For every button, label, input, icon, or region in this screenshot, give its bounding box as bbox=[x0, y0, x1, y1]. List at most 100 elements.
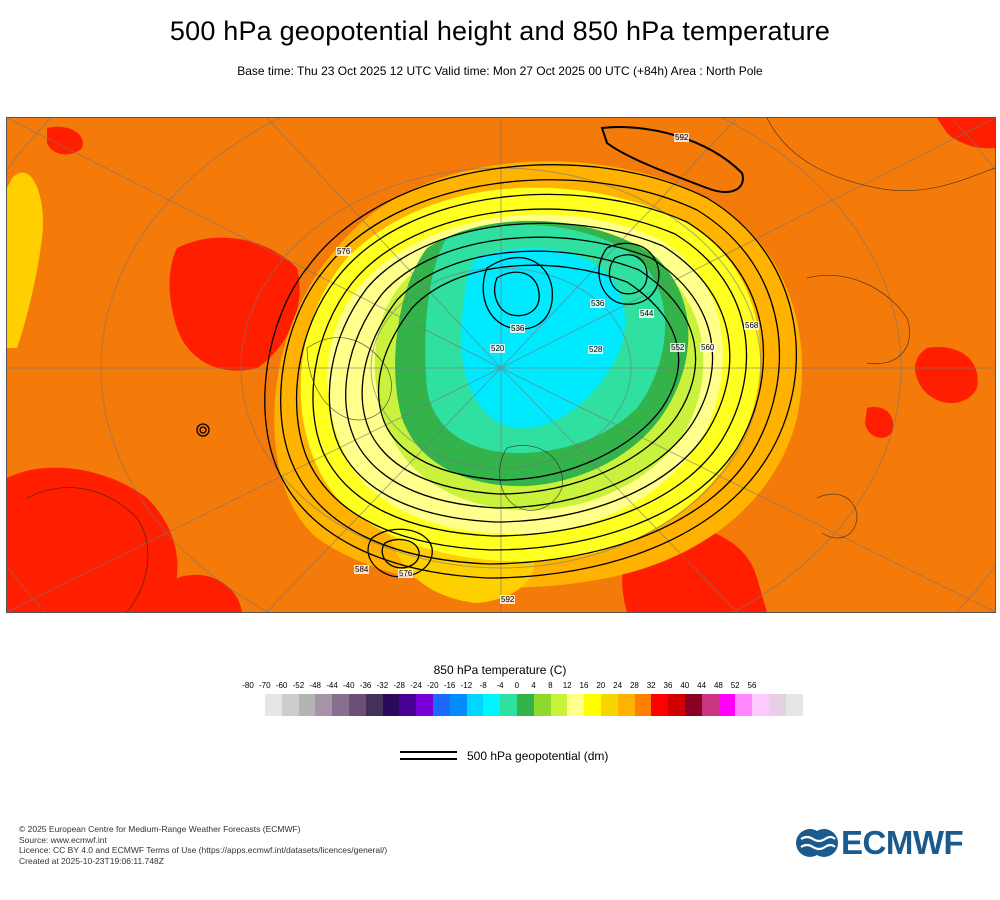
ecmwf-logo[interactable]: ECMWF bbox=[795, 824, 985, 861]
contour-label: 552 bbox=[670, 343, 685, 352]
colorbar-swatch bbox=[348, 694, 366, 716]
svg-text:584: 584 bbox=[355, 565, 369, 574]
colorbar-swatch bbox=[382, 694, 400, 716]
colorbar-tick-label: 20 bbox=[596, 681, 606, 690]
colorbar-tick-label: -32 bbox=[376, 681, 389, 690]
colorbar-tick-label: -70 bbox=[259, 681, 271, 690]
colorbar-swatch bbox=[466, 694, 484, 716]
contour-label: 544 bbox=[639, 309, 654, 318]
colorbar-swatch bbox=[416, 694, 433, 716]
cold-core bbox=[460, 248, 626, 429]
colorbar-swatch bbox=[668, 694, 685, 716]
colorbar-tick-label: 48 bbox=[713, 681, 723, 690]
colorbar-tick-label: -48 bbox=[309, 681, 321, 690]
colorbar-tick-label: -24 bbox=[410, 681, 422, 690]
colorbar-swatch bbox=[550, 694, 568, 716]
colorbar-swatch bbox=[399, 694, 417, 716]
colorbar-tick-label: 44 bbox=[697, 681, 707, 690]
contour-label: 536 bbox=[590, 299, 605, 308]
footer: © 2025 European Centre for Medium-Range … bbox=[19, 824, 387, 866]
colorbar-swatch bbox=[768, 694, 786, 716]
coastlines bbox=[26, 118, 995, 612]
geopotential-legend-label: 500 hPa geopotential (dm) bbox=[467, 749, 609, 763]
colorbar-swatch bbox=[298, 694, 316, 716]
svg-text:536: 536 bbox=[591, 299, 605, 308]
colorbar-swatch bbox=[634, 694, 652, 716]
colorbar-tick-label: -60 bbox=[275, 681, 288, 690]
ecmwf-logo-text: ECMWF bbox=[841, 824, 964, 861]
chart-title: 500 hPa geopotential height and 850 hPa … bbox=[169, 16, 831, 46]
contour-label: 528 bbox=[588, 345, 603, 354]
colorbar-swatch bbox=[365, 694, 383, 716]
colorbar-tick-label: -8 bbox=[479, 681, 487, 690]
colorbar-tick-label: 40 bbox=[680, 681, 690, 690]
colorbar-tick-label: 8 bbox=[548, 681, 553, 690]
svg-text:568: 568 bbox=[745, 321, 759, 330]
colorbar-tick-label: 56 bbox=[747, 681, 757, 690]
colorbar-swatch bbox=[735, 694, 753, 716]
colorbar-swatch bbox=[483, 694, 501, 716]
ecmwf-logo-icon bbox=[796, 829, 838, 857]
colorbar-swatch bbox=[265, 694, 282, 716]
colorbar-tick-label: 24 bbox=[613, 681, 623, 690]
warm-red-zones bbox=[7, 118, 995, 612]
colorbar-tick-label: -40 bbox=[343, 681, 355, 690]
colorbar-swatch bbox=[600, 694, 618, 716]
temperature-legend-title: 850 hPa temperature (C) bbox=[433, 663, 567, 677]
contour-label: 520 bbox=[490, 344, 505, 353]
colorbar-swatch bbox=[684, 694, 702, 716]
colorbar-tick-label: -80 bbox=[242, 681, 254, 690]
colorbar-swatch bbox=[500, 694, 517, 716]
colorbar-tick-label: 28 bbox=[629, 681, 639, 690]
svg-text:552: 552 bbox=[671, 343, 685, 352]
colorbar-swatch bbox=[617, 694, 635, 716]
colorbar-swatch bbox=[281, 694, 299, 716]
svg-text:536: 536 bbox=[511, 324, 525, 333]
colorbar-swatch bbox=[533, 694, 551, 716]
svg-text:576: 576 bbox=[337, 247, 351, 256]
colorbar-tick-label: 0 bbox=[514, 681, 520, 690]
svg-text:592: 592 bbox=[675, 133, 689, 142]
svg-text:576: 576 bbox=[399, 569, 413, 578]
colorbar-tick-label: -16 bbox=[443, 681, 456, 690]
svg-text:544: 544 bbox=[640, 309, 654, 318]
colorbar-tick-label: 16 bbox=[579, 681, 589, 690]
contour-label: 576 bbox=[398, 569, 413, 578]
created-line: Created at 2025-10-23T19:06:11.748Z bbox=[19, 855, 164, 866]
colorbar-swatch bbox=[785, 694, 803, 716]
colorbar-tick-label: 4 bbox=[531, 681, 536, 690]
colorbar-swatch bbox=[315, 694, 333, 716]
contour-label: 584 bbox=[354, 565, 369, 574]
colorbar-tick-label: -20 bbox=[427, 681, 439, 690]
geopotential-contours bbox=[196, 126, 797, 579]
colorbar-tick-label: -12 bbox=[460, 681, 473, 690]
colorbar-swatch bbox=[752, 694, 769, 716]
colorbar-swatch bbox=[567, 694, 585, 716]
colorbar-tick-label: -4 bbox=[496, 681, 504, 690]
svg-text:560: 560 bbox=[701, 343, 715, 352]
svg-text:528: 528 bbox=[589, 345, 603, 354]
svg-text:592: 592 bbox=[501, 595, 515, 604]
colorbar-swatch bbox=[584, 694, 601, 716]
temperature-ticks: -80 -70 -60 -52 -48 -44 -40 -36 -32 -28 -24 -20 -16-… bbox=[0, 681, 1000, 693]
geopotential-line-sample bbox=[400, 751, 457, 765]
chart-subtitle: Base time: Thu 23 Oct 2025 12 UTC Valid … bbox=[237, 64, 763, 78]
svg-text:520: 520 bbox=[491, 344, 505, 353]
colorbar-swatch bbox=[701, 694, 719, 716]
colorbar-swatch bbox=[651, 694, 669, 716]
colorbar-tick-label: 52 bbox=[730, 681, 740, 690]
colorbar-swatch bbox=[516, 694, 534, 716]
north-pole-map[interactable]: 520 528 536 536 544 552 560 568 576 576 … bbox=[6, 117, 996, 613]
colorbar-tick-label: 32 bbox=[646, 681, 656, 690]
copyright-line: © 2025 European Centre for Medium-Range … bbox=[19, 824, 301, 834]
contour-label: 536 bbox=[510, 324, 525, 333]
temperature-colorbar bbox=[265, 694, 803, 716]
colorbar-tick-label: 12 bbox=[562, 681, 572, 690]
contour-label: 592 bbox=[674, 133, 689, 142]
colorbar-tick-label: -28 bbox=[393, 681, 405, 690]
source-line: Source: www.ecmwf.int bbox=[19, 834, 107, 845]
colorbar-swatch bbox=[432, 694, 450, 716]
colorbar-tick-label: -44 bbox=[326, 681, 338, 690]
contour-label: 592 bbox=[500, 595, 515, 604]
contour-label: 576 bbox=[336, 247, 351, 256]
